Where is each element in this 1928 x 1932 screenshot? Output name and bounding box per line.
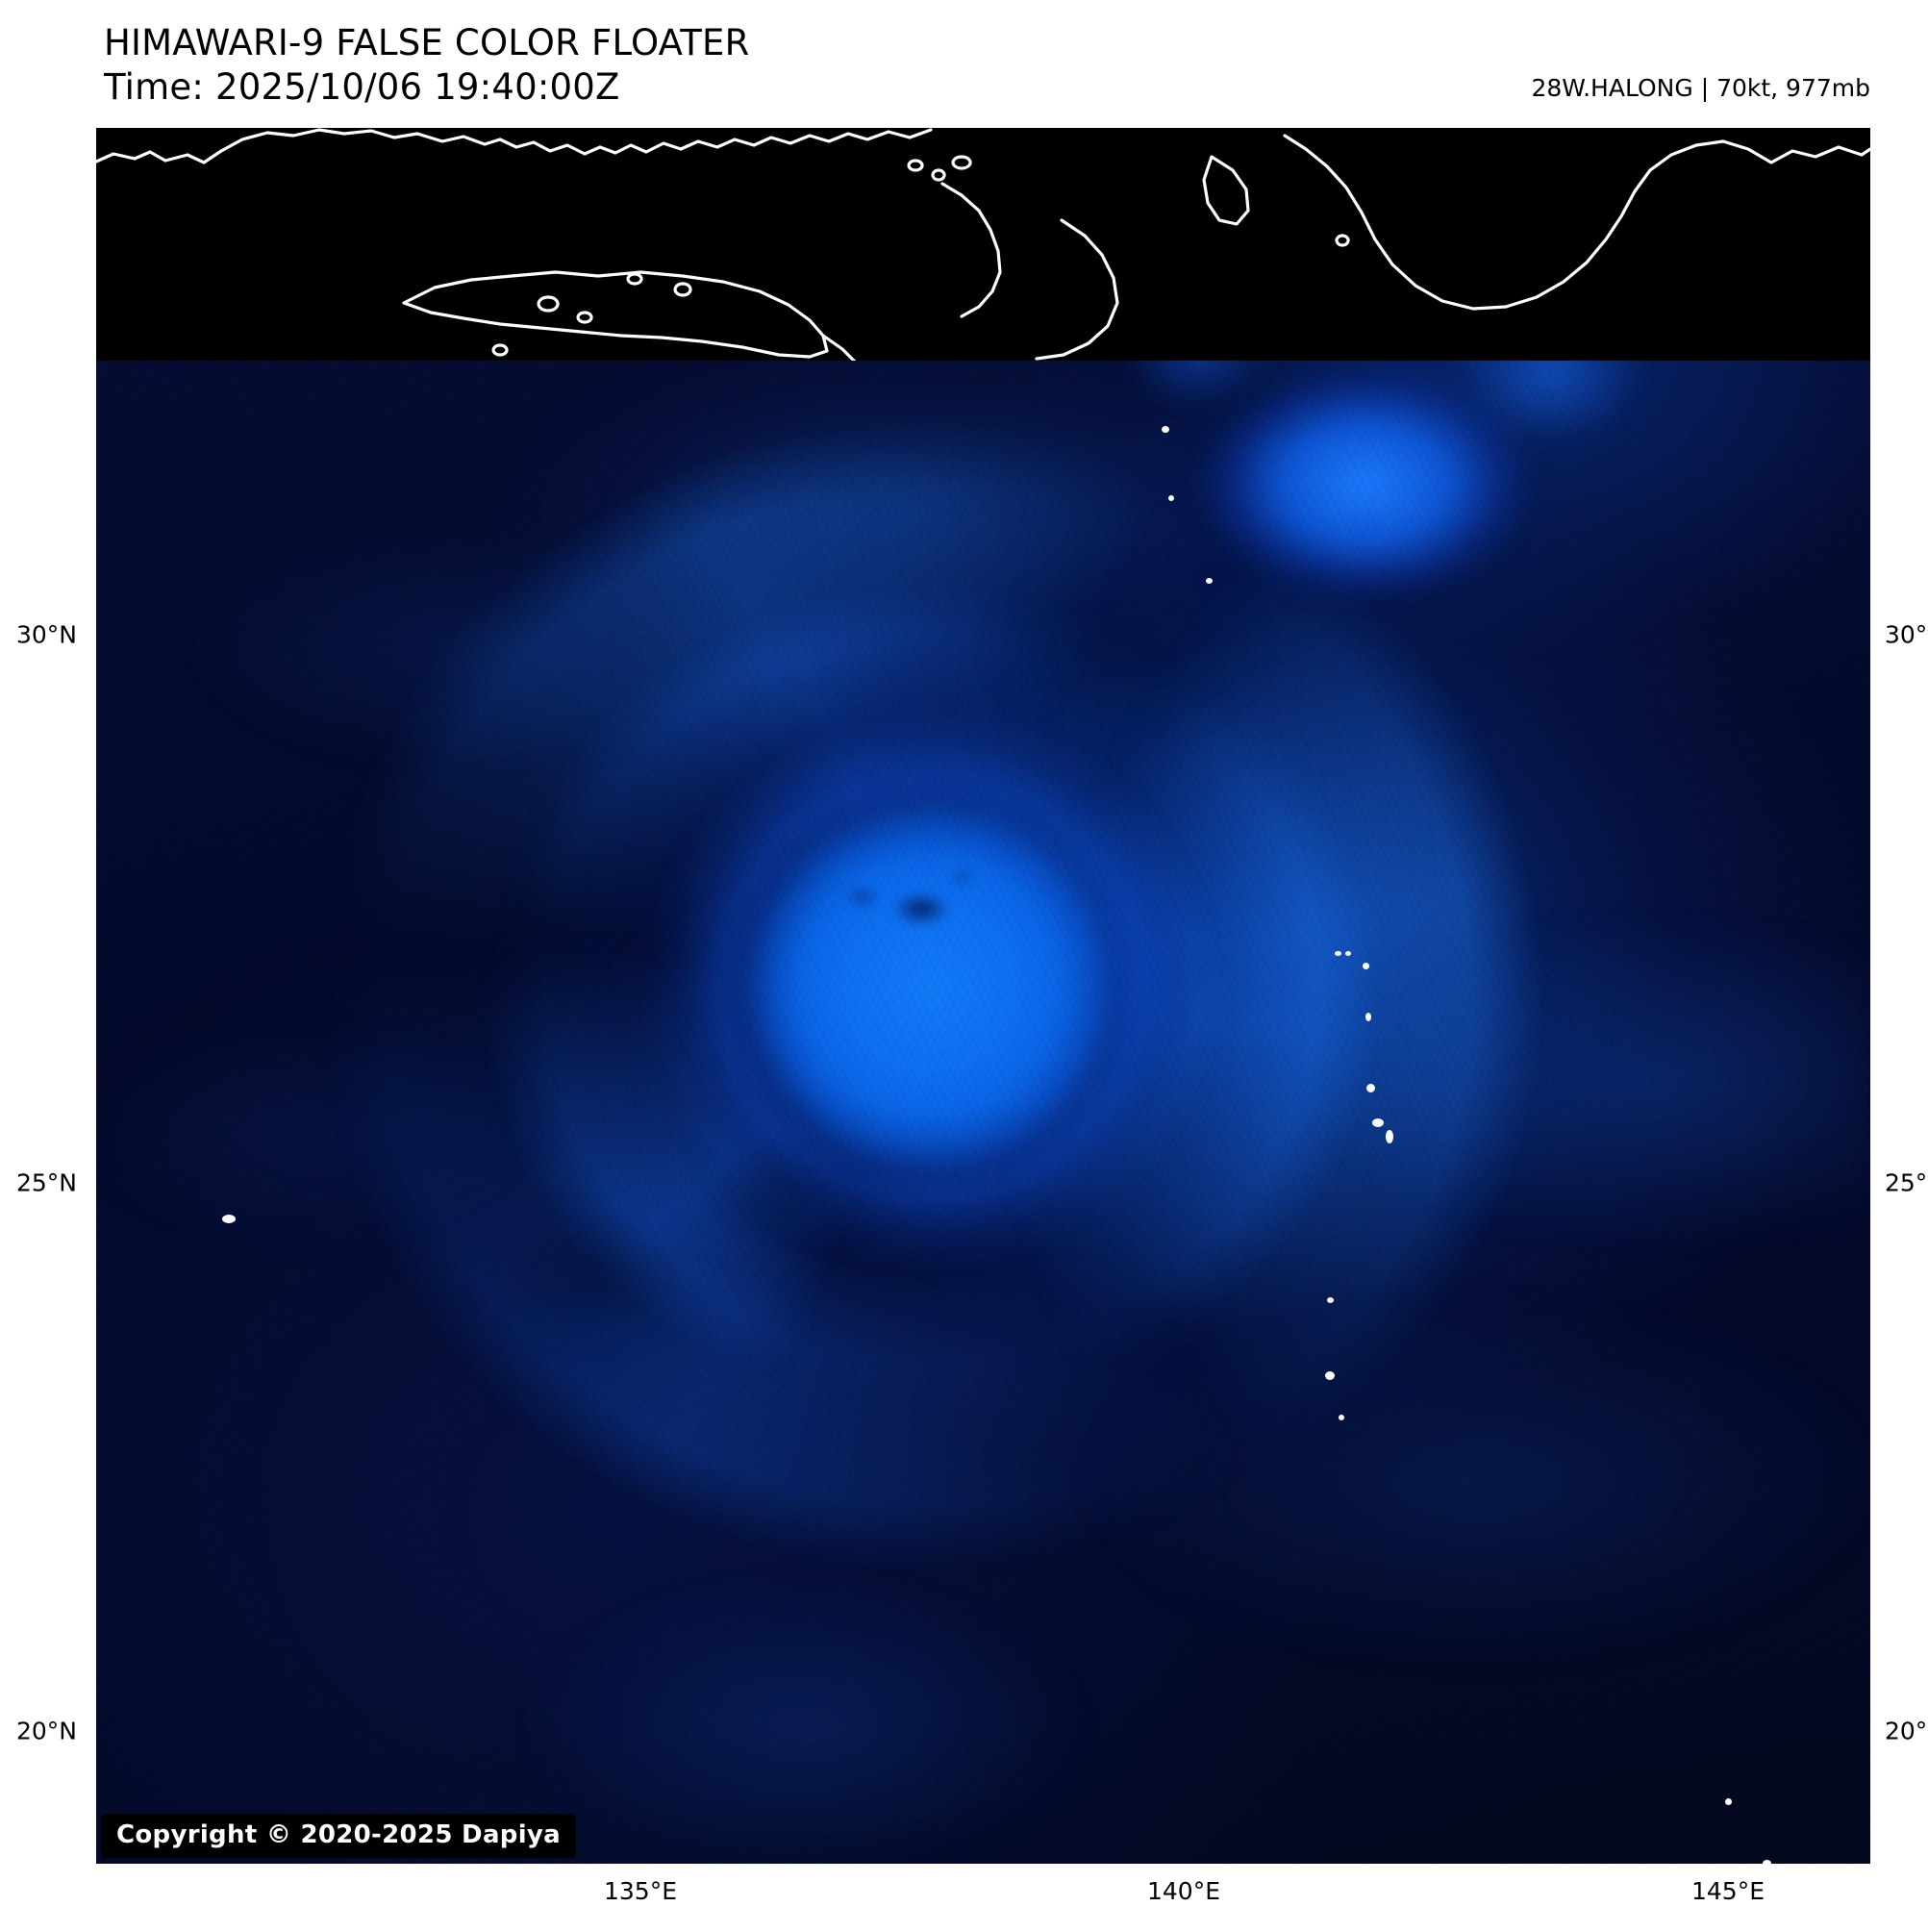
lat-tick-label-right: 30°N xyxy=(1885,620,1928,649)
island-marker xyxy=(1372,1118,1384,1127)
copyright-badge: Copyright © 2020-2025 Dapiya xyxy=(101,1814,577,1858)
island-marker xyxy=(1365,1013,1371,1021)
lat-tick-label-right: 25°N xyxy=(1885,1168,1928,1197)
cloud-texture-layer xyxy=(96,128,1870,1864)
island-marker xyxy=(1725,1798,1732,1805)
lat-tick-label-left: 20°N xyxy=(15,1717,77,1745)
storm-metadata-label: 28W.HALONG | 70kt, 977mb xyxy=(1531,74,1870,102)
timestamp-label: Time: 2025/10/06 19:40:00Z xyxy=(104,66,620,108)
island-marker xyxy=(1168,495,1174,501)
header: HIMAWARI-9 FALSE COLOR FLOATER Time: 202… xyxy=(0,0,1928,128)
spiral-band-layer-inner xyxy=(96,128,1870,1864)
island-marker xyxy=(1327,1297,1334,1303)
island-marker xyxy=(222,1215,236,1223)
island-marker xyxy=(1363,963,1369,969)
island-marker xyxy=(1345,951,1351,956)
spiral-band-layer-outer xyxy=(96,128,1870,1864)
island-marker xyxy=(1763,1860,1771,1864)
cdo-edge-layer xyxy=(96,128,1870,1864)
island-marker xyxy=(1206,578,1213,584)
lon-tick-label: 145°E xyxy=(1690,1877,1765,1905)
lat-tick-label-right: 20°N xyxy=(1885,1717,1928,1745)
lat-tick-label-left: 25°N xyxy=(15,1168,77,1197)
island-marker xyxy=(1386,1130,1393,1143)
title-block: HIMAWARI-9 FALSE COLOR FLOATER Time: 202… xyxy=(104,21,750,110)
satellite-image-plot[interactable] xyxy=(96,128,1870,1864)
page-title: HIMAWARI-9 FALSE COLOR FLOATER xyxy=(104,22,750,63)
ocean-background-layer xyxy=(96,128,1870,1864)
convective-burst-layer xyxy=(96,128,1870,1864)
island-marker xyxy=(1162,426,1169,433)
island-marker xyxy=(1366,1084,1375,1092)
island-marker xyxy=(1339,1415,1344,1420)
lat-tick-label-left: 30°N xyxy=(15,620,77,649)
central-dense-overcast xyxy=(96,128,1870,1864)
island-marker xyxy=(1335,951,1341,956)
cirrus-cloud-layer xyxy=(96,128,1870,1864)
storm-eye-feature xyxy=(96,128,1870,1864)
island-marker xyxy=(1325,1371,1335,1380)
dry-slot-layer xyxy=(96,128,1870,1864)
lon-tick-label: 140°E xyxy=(1146,1877,1221,1905)
land-mask-strip xyxy=(96,128,1870,361)
lon-tick-label: 135°E xyxy=(603,1877,678,1905)
coastline-overlay xyxy=(96,128,1870,361)
